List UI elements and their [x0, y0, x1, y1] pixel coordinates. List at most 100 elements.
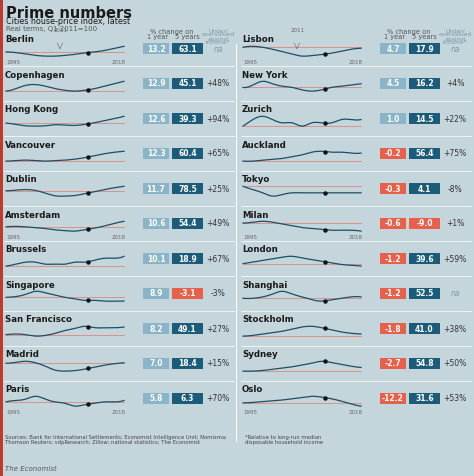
- Bar: [172, 113, 203, 124]
- Text: +4%: +4%: [446, 79, 464, 89]
- Text: +27%: +27%: [207, 324, 229, 333]
- Text: 56.4: 56.4: [415, 149, 434, 158]
- Text: Brussels: Brussels: [5, 245, 46, 254]
- Text: Vancouver: Vancouver: [5, 140, 56, 149]
- Text: -12.2: -12.2: [382, 394, 404, 403]
- Text: Amsterdam: Amsterdam: [5, 210, 61, 219]
- Text: 54.4: 54.4: [178, 219, 197, 228]
- Text: 10.6: 10.6: [146, 219, 165, 228]
- Text: 2018: 2018: [112, 235, 126, 240]
- Text: 45.1: 45.1: [178, 79, 197, 89]
- Bar: [143, 148, 169, 159]
- Text: Berlin: Berlin: [5, 35, 34, 44]
- Bar: [380, 358, 406, 369]
- Text: -1.2: -1.2: [385, 254, 401, 263]
- Text: Oslo: Oslo: [242, 385, 264, 394]
- Bar: [409, 393, 440, 404]
- Text: -1.2: -1.2: [385, 289, 401, 298]
- Text: 1995: 1995: [243, 235, 257, 240]
- Text: na: na: [450, 289, 460, 298]
- Bar: [172, 148, 203, 159]
- Bar: [172, 288, 203, 299]
- Text: +70%: +70%: [206, 394, 229, 403]
- Bar: [380, 253, 406, 264]
- Text: against: against: [444, 37, 466, 41]
- Text: income*: income*: [206, 40, 230, 45]
- Text: -1.8: -1.8: [385, 324, 401, 333]
- Bar: [380, 288, 406, 299]
- Text: 18.9: 18.9: [178, 254, 197, 263]
- Text: Zurich: Zurich: [242, 105, 273, 114]
- Text: Under/: Under/: [445, 29, 465, 33]
- Text: -3%: -3%: [210, 289, 225, 298]
- Bar: [380, 323, 406, 334]
- Text: 1995: 1995: [6, 60, 20, 65]
- Text: 1995: 1995: [243, 60, 257, 65]
- Text: % change on: % change on: [150, 29, 194, 35]
- Bar: [380, 79, 406, 89]
- Text: 14.5: 14.5: [415, 114, 434, 123]
- Text: +59%: +59%: [443, 254, 466, 263]
- Bar: [409, 79, 440, 89]
- Text: % change on: % change on: [387, 29, 431, 35]
- Bar: [143, 183, 169, 194]
- Text: +49%: +49%: [206, 219, 229, 228]
- Text: +38%: +38%: [444, 324, 466, 333]
- Text: San Francisco: San Francisco: [5, 315, 72, 324]
- Text: Tokyo: Tokyo: [242, 175, 270, 184]
- Text: 18.4: 18.4: [178, 359, 197, 368]
- Text: 1.0: 1.0: [386, 114, 400, 123]
- Bar: [380, 183, 406, 194]
- Bar: [172, 183, 203, 194]
- Text: +94%: +94%: [206, 114, 229, 123]
- Text: Sources: Bank for International Settlements; Economist Intelligence Unit; Nomism: Sources: Bank for International Settleme…: [5, 434, 227, 445]
- Text: -2.7: -2.7: [385, 359, 401, 368]
- Bar: [143, 253, 169, 264]
- Text: -0.2: -0.2: [385, 149, 401, 158]
- Text: 1995: 1995: [243, 410, 257, 415]
- Text: Cities house-price index, latest: Cities house-price index, latest: [6, 18, 130, 27]
- Text: Under/: Under/: [208, 29, 228, 33]
- Text: 17.9: 17.9: [415, 44, 434, 53]
- Text: 39.3: 39.3: [178, 114, 197, 123]
- Text: overvalued: overvalued: [438, 32, 472, 38]
- Bar: [380, 393, 406, 404]
- Bar: [380, 218, 406, 229]
- Text: 78.5: 78.5: [178, 184, 197, 193]
- Text: 8.9: 8.9: [149, 289, 163, 298]
- Text: +22%: +22%: [444, 114, 466, 123]
- Bar: [143, 323, 169, 334]
- Bar: [172, 358, 203, 369]
- Text: Lisbon: Lisbon: [242, 35, 274, 44]
- Text: 1995: 1995: [6, 235, 20, 240]
- Text: Prime numbers: Prime numbers: [6, 6, 132, 20]
- Bar: [0, 0, 3, 476]
- Text: na: na: [213, 44, 223, 53]
- Text: 5 years: 5 years: [174, 34, 200, 40]
- Bar: [409, 358, 440, 369]
- Text: Madrid: Madrid: [5, 350, 39, 359]
- Text: +15%: +15%: [207, 359, 229, 368]
- Bar: [380, 113, 406, 124]
- Bar: [172, 79, 203, 89]
- Text: 5.8: 5.8: [149, 394, 163, 403]
- Bar: [143, 288, 169, 299]
- Text: overvalued: overvalued: [201, 32, 235, 38]
- Text: 2018: 2018: [349, 410, 363, 415]
- Text: 41.0: 41.0: [415, 324, 434, 333]
- Text: The Economist: The Economist: [5, 465, 57, 471]
- Bar: [143, 43, 169, 54]
- Text: +67%: +67%: [206, 254, 229, 263]
- Text: -8%: -8%: [447, 184, 462, 193]
- Bar: [172, 218, 203, 229]
- Text: Stockholm: Stockholm: [242, 315, 293, 324]
- Text: +75%: +75%: [443, 149, 466, 158]
- Text: Auckland: Auckland: [242, 140, 287, 149]
- Bar: [409, 253, 440, 264]
- Text: na: na: [450, 44, 460, 53]
- Bar: [172, 253, 203, 264]
- Text: +65%: +65%: [206, 149, 229, 158]
- Text: +53%: +53%: [443, 394, 466, 403]
- Text: London: London: [242, 245, 278, 254]
- Bar: [143, 113, 169, 124]
